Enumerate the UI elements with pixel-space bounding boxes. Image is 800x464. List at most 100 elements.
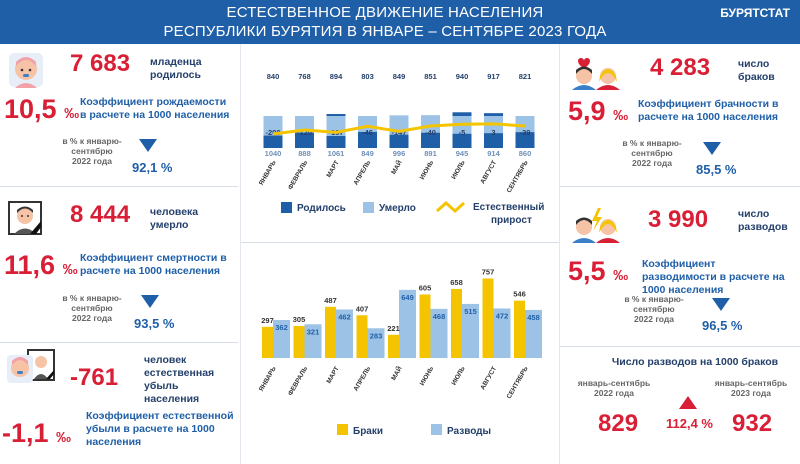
month-tick-label: МАРТ: [325, 159, 340, 178]
divorces-compare-label: в % к январю-сентябрю 2022 года: [624, 294, 684, 324]
middle-panel: 840 -200 1040 ЯНВАРЬ 768 -120 888 ФЕВРАЛЬ 894 -16…: [240, 44, 560, 464]
marriage-rate-label: Коэффициент брачности в расчете на 1000 …: [638, 98, 779, 123]
birth-value-label: 851: [424, 72, 437, 81]
marriage-value-label: 297: [261, 316, 274, 325]
divorce-value-label: 321: [307, 327, 320, 336]
left-divider-1: [0, 186, 238, 187]
marriage-bar: [451, 288, 462, 358]
legend-divorces-label: Разводы: [447, 426, 491, 437]
month-tick-label: АВГУСТ: [479, 159, 498, 185]
divorce-ratio-left-value: 829: [598, 410, 639, 437]
header-banner: ЕСТЕСТВЕННОЕ ДВИЖЕНИЕ НАСЕЛЕНИЯ РЕСПУБЛИ…: [0, 0, 800, 44]
divorce-rate: 5,5 ‰: [568, 256, 628, 287]
birth-value-label: 803: [361, 72, 374, 81]
divorces-value: 3 990: [648, 206, 709, 233]
marriage-bar: [482, 278, 494, 358]
marriage-value-label: 487: [324, 296, 337, 305]
divorce-bar: [462, 303, 479, 358]
death-value-label: 888: [298, 149, 311, 158]
birth-rate-unit: ‰: [64, 105, 80, 122]
divorces-down-arrow-icon: [712, 298, 730, 311]
month-tick-label: ИЮЛЬ: [450, 365, 466, 386]
legend-natural-label-line1: Естественный: [473, 202, 544, 213]
legend-natural-swatch: [436, 200, 465, 214]
couple-lightning-icon: [572, 208, 620, 243]
month-tick-label: СЕНТЯБРЬ: [506, 365, 530, 400]
marriage-rate-unit: ‰: [613, 107, 629, 124]
legend-births-swatch: [281, 202, 292, 213]
deaths-compare-value: 93,5 %: [134, 316, 175, 331]
marriage-bar: [262, 326, 273, 358]
month-tick-label: АПРЕЛЬ: [353, 365, 373, 392]
legend-births-label: Родилось: [297, 203, 346, 214]
marriage-value-label: 305: [293, 315, 306, 324]
marriage-rate-value: 5,9: [568, 96, 606, 126]
divorce-ratio-up-arrow-icon: [679, 396, 697, 409]
divorce-ratio-change: 112,4 %: [666, 416, 713, 431]
death-value-label: 996: [393, 149, 406, 158]
divorce-ratio-right-value: 932: [732, 410, 773, 437]
month-tick-label: ИЮНЬ: [419, 365, 436, 387]
natural-value-label: -5: [459, 128, 466, 137]
right-divider-2: [560, 346, 800, 347]
legend-divorces-swatch: [431, 424, 442, 435]
divorce-bar: [367, 328, 385, 358]
natural-rate-value: -1,1: [2, 418, 49, 448]
birth-value-label: 840: [267, 72, 280, 81]
divorce-ratio-title: Число разводов на 1000 браков: [611, 356, 779, 368]
right-divider-1: [560, 186, 800, 187]
marriage-rate: 5,9 ‰: [568, 96, 628, 127]
death-rate-value: 11,6: [4, 250, 56, 280]
marriage-bar: [514, 300, 525, 358]
legend-deaths-label: Умерло: [379, 203, 416, 214]
portrait-icon: [8, 201, 42, 235]
births-compare-label: в % к январю-сентябрю 2022 года: [62, 136, 122, 166]
mid-divider: [241, 242, 559, 243]
marriage-bar: [293, 325, 305, 358]
marriage-value-label: 221: [387, 324, 400, 333]
couple-heart-icon: [572, 58, 620, 90]
death-rate-unit: ‰: [62, 261, 78, 278]
death-bar: [421, 116, 440, 133]
divorce-value-label: 462: [338, 312, 351, 321]
death-bar: [515, 116, 535, 133]
marriages-compare-label: в % к январю-сентябрю 2022 года: [622, 138, 682, 168]
month-tick-label: ЯНВАРЬ: [258, 365, 278, 393]
natural-value-label: -40: [425, 128, 436, 137]
marriages-unit: число браков: [738, 58, 775, 83]
birth-rate-label: Коэффициент рождаемости в расчете на 100…: [80, 96, 230, 121]
month-tick-label: МАРТ: [325, 365, 340, 384]
marriage-bar: [388, 334, 399, 358]
divorce-value-label: 468: [433, 312, 446, 321]
births-unit: младенца родилось: [150, 56, 202, 81]
marriage-value-label: 605: [419, 283, 432, 292]
right-panel: 4 283 число браков 5,9 ‰ Коэффициент бра…: [560, 44, 800, 464]
birth-value-label: 768: [298, 72, 311, 81]
divorces-compare-value: 96,5 %: [702, 318, 743, 333]
birth-value-label: 849: [393, 72, 406, 81]
death-value-label: 914: [487, 149, 500, 158]
divorces-unit: число разводов: [738, 208, 788, 233]
marriage-value-label: 407: [356, 304, 369, 313]
marriage-bar: [325, 306, 336, 358]
birth-value-label: 940: [456, 72, 469, 81]
marriages-value: 4 283: [650, 54, 711, 81]
divorce-value-label: 649: [401, 293, 414, 302]
legend-natural-label-line2: прирост: [491, 215, 532, 226]
natural-rate: -1,1 ‰: [2, 418, 71, 449]
deaths-unit: человека умерло: [150, 206, 199, 231]
page-title-line2: РЕСПУБЛИКИ БУРЯТИЯ В ЯНВАРЕ – СЕНТЯБРЕ 2…: [163, 23, 607, 40]
divorce-value-label: 458: [527, 313, 540, 322]
divorce-bar: [304, 324, 322, 358]
marriages-down-arrow-icon: [703, 142, 721, 155]
left-divider-2: [0, 342, 238, 343]
natural-value-label: -120: [297, 128, 312, 137]
natural-increase-line: [272, 122, 526, 136]
marriage-bar: [419, 294, 431, 358]
natural-value-label: -39: [520, 128, 531, 137]
death-value-label: 945: [456, 149, 469, 158]
divorce-bar: [525, 309, 542, 358]
month-tick-label: ФЕВРАЛЬ: [287, 365, 309, 397]
month-tick-label: ФЕВРАЛЬ: [287, 159, 309, 191]
deaths-compare-label: в % к январю-сентябрю 2022 года: [62, 293, 122, 323]
